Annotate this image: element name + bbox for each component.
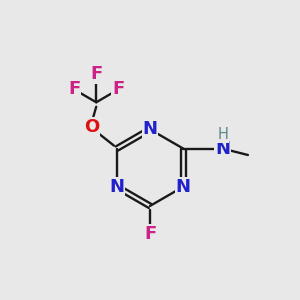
Text: F: F bbox=[68, 80, 80, 98]
Text: N: N bbox=[142, 120, 158, 138]
Text: N: N bbox=[176, 178, 190, 196]
Text: N: N bbox=[215, 140, 230, 158]
Text: F: F bbox=[144, 225, 156, 243]
Text: F: F bbox=[112, 80, 124, 98]
Text: H: H bbox=[218, 128, 228, 142]
Text: N: N bbox=[110, 178, 124, 196]
Text: F: F bbox=[90, 65, 102, 83]
Text: O: O bbox=[84, 118, 99, 136]
